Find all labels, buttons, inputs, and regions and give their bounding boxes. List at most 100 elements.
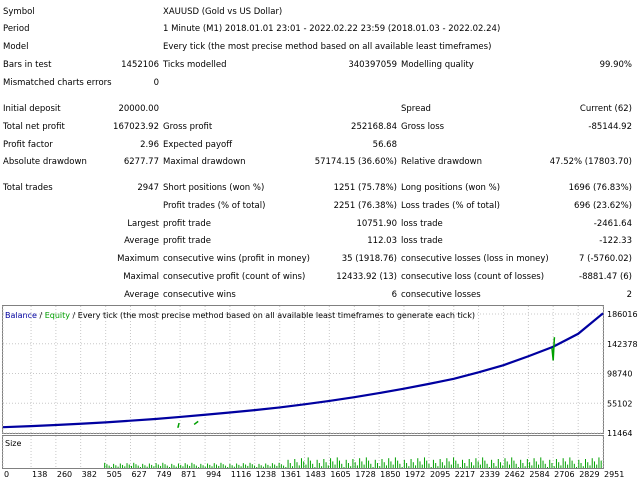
x-tick-label: 2829 (579, 470, 599, 479)
short-value: 1251 (75.78%) (333, 183, 397, 193)
spread-value: Current (62) (579, 104, 632, 114)
x-tick-label: 138 (32, 470, 47, 479)
average-loss-label: loss trade (401, 236, 443, 246)
max-wins-label: consecutive wins (profit in money) (163, 254, 310, 264)
x-tick-label: 749 (156, 470, 171, 479)
netprofit-label: Total net profit (3, 122, 65, 132)
series (2, 312, 604, 429)
bars-label: Bars in test (3, 60, 52, 70)
mismatch-label: Mismatched charts errors (3, 78, 112, 88)
avgc-wins-value: 6 (391, 290, 397, 300)
series-line-equity (193, 420, 199, 426)
maximum-label: Maximum (117, 254, 159, 264)
average-profit-label: profit trade (163, 236, 211, 246)
x-tick-label: 1850 (380, 470, 400, 479)
size-bars (104, 457, 602, 468)
legend-equity: Equity (45, 311, 71, 320)
mismatch-value: 0 (153, 78, 159, 88)
deposit-label: Initial deposit (3, 104, 61, 114)
series-line-equity (177, 422, 180, 429)
x-tick-label: 505 (107, 470, 122, 479)
average-profit-value: 112.03 (367, 236, 397, 246)
pf-label: Profit factor (3, 140, 53, 150)
absdd-label: Absolute drawdown (3, 157, 87, 167)
x-tick-label: 1238 (256, 470, 276, 479)
grossprofit-label: Gross profit (163, 122, 213, 132)
avgc-losses-label: consecutive losses (401, 290, 481, 300)
grossloss-value: -85144.92 (588, 122, 632, 132)
spread-label: Spread (401, 104, 431, 114)
reldd-label: Relative drawdown (401, 157, 482, 167)
largest-label: Largest (127, 219, 159, 229)
x-tick-label: 1116 (231, 470, 251, 479)
legend-desc: / Every tick (the most precise method ba… (70, 311, 475, 320)
average-loss-value: -122.33 (599, 236, 632, 246)
x-tick-label: 382 (82, 470, 97, 479)
x-tick-label: 994 (206, 470, 221, 479)
y-tick-label: 98740 (607, 370, 632, 379)
maximal-profit-label: consecutive profit (count of wins) (163, 272, 306, 282)
reldd-value: 47.52% (17803.70) (549, 157, 632, 167)
avgc-label: Average (124, 290, 159, 300)
payoff-label: Expected payoff (163, 140, 233, 150)
largest-profit-label: profit trade (163, 219, 211, 229)
x-tick-label: 2217 (455, 470, 475, 479)
ptrades-label: Profit trades (% of total) (163, 201, 266, 211)
max-losses-label: consecutive losses (loss in money) (401, 254, 549, 264)
x-tick-labels: 0 138 260 382 505 627 749 871 994 1116 1238 1361 148… (4, 470, 624, 479)
y-tick-labels: 186016 142378 98740 55102 11464 (607, 310, 638, 438)
quality-label: Modelling quality (401, 60, 474, 70)
netprofit-value: 167023.92 (113, 122, 159, 132)
pf-value: 2.96 (140, 140, 159, 150)
period-label: Period (3, 24, 30, 34)
period-value: 1 Minute (M1) 2018.01.01 23:01 - 2022.02… (163, 24, 501, 34)
maximal-loss-label: consecutive loss (count of losses) (401, 272, 545, 282)
ticks-value: 340397059 (348, 60, 397, 70)
x-tick-label: 1972 (405, 470, 425, 479)
x-tick-label: 2584 (529, 470, 549, 479)
x-tick-label: 0 (4, 470, 9, 479)
main-plot-frame (2, 305, 604, 434)
size-plot-frame (2, 435, 604, 469)
x-tick-label: 627 (131, 470, 146, 479)
y-tick-label: 142378 (607, 340, 638, 349)
balance-equity-chart: Balance / Equity / Every tick (the most … (2, 305, 638, 480)
x-tick-label: 1483 (306, 470, 326, 479)
short-label: Short positions (won %) (163, 183, 265, 193)
series-line-equity (552, 337, 556, 361)
size-label: Size (5, 439, 22, 448)
legend: Balance / Equity / Every tick (the most … (5, 311, 475, 320)
grid (2, 306, 604, 468)
avgc-wins-label: consecutive wins (163, 290, 236, 300)
deposit-value: 20000.00 (118, 104, 159, 114)
symbol-label: Symbol (3, 7, 35, 17)
legend-balance: Balance (5, 311, 37, 320)
y-tick-label: 186016 (607, 310, 638, 319)
trades-label: Total trades (3, 183, 53, 193)
absdd-value: 6277.77 (123, 157, 159, 167)
symbol-value: XAUUSD (Gold vs US Dollar) (163, 7, 283, 17)
max-losses-value: 7 (-5760.02) (579, 254, 632, 264)
avgc-losses-value: 2 (626, 290, 632, 300)
grossprofit-value: 252168.84 (351, 122, 397, 132)
bars-value: 1452106 (121, 60, 159, 70)
x-tick-label: 1605 (330, 470, 350, 479)
x-tick-label: 1361 (281, 470, 301, 479)
chart-svg: Balance / Equity / Every tick (the most … (2, 305, 638, 479)
grossloss-label: Gross loss (401, 122, 445, 132)
x-tick-label: 2706 (554, 470, 574, 479)
ltrades-value: 696 (23.62%) (574, 201, 632, 211)
y-tick-label: 55102 (607, 399, 632, 408)
x-tick-label: 2951 (604, 470, 624, 479)
series-line-balance (2, 312, 604, 429)
largest-profit-value: 10751.90 (356, 219, 397, 229)
maxdd-value: 57174.15 (36.60%) (314, 157, 397, 167)
payoff-value: 56.68 (372, 140, 397, 150)
maximal-label: Maximal (123, 272, 159, 282)
ltrades-label: Loss trades (% of total) (401, 201, 500, 211)
model-value: Every tick (the most precise method base… (163, 42, 492, 52)
x-tick-label: 1728 (355, 470, 375, 479)
ticks-label: Ticks modelled (163, 60, 227, 70)
maximal-profit-value: 12433.92 (13) (336, 272, 397, 282)
trades-value: 2947 (137, 183, 159, 193)
